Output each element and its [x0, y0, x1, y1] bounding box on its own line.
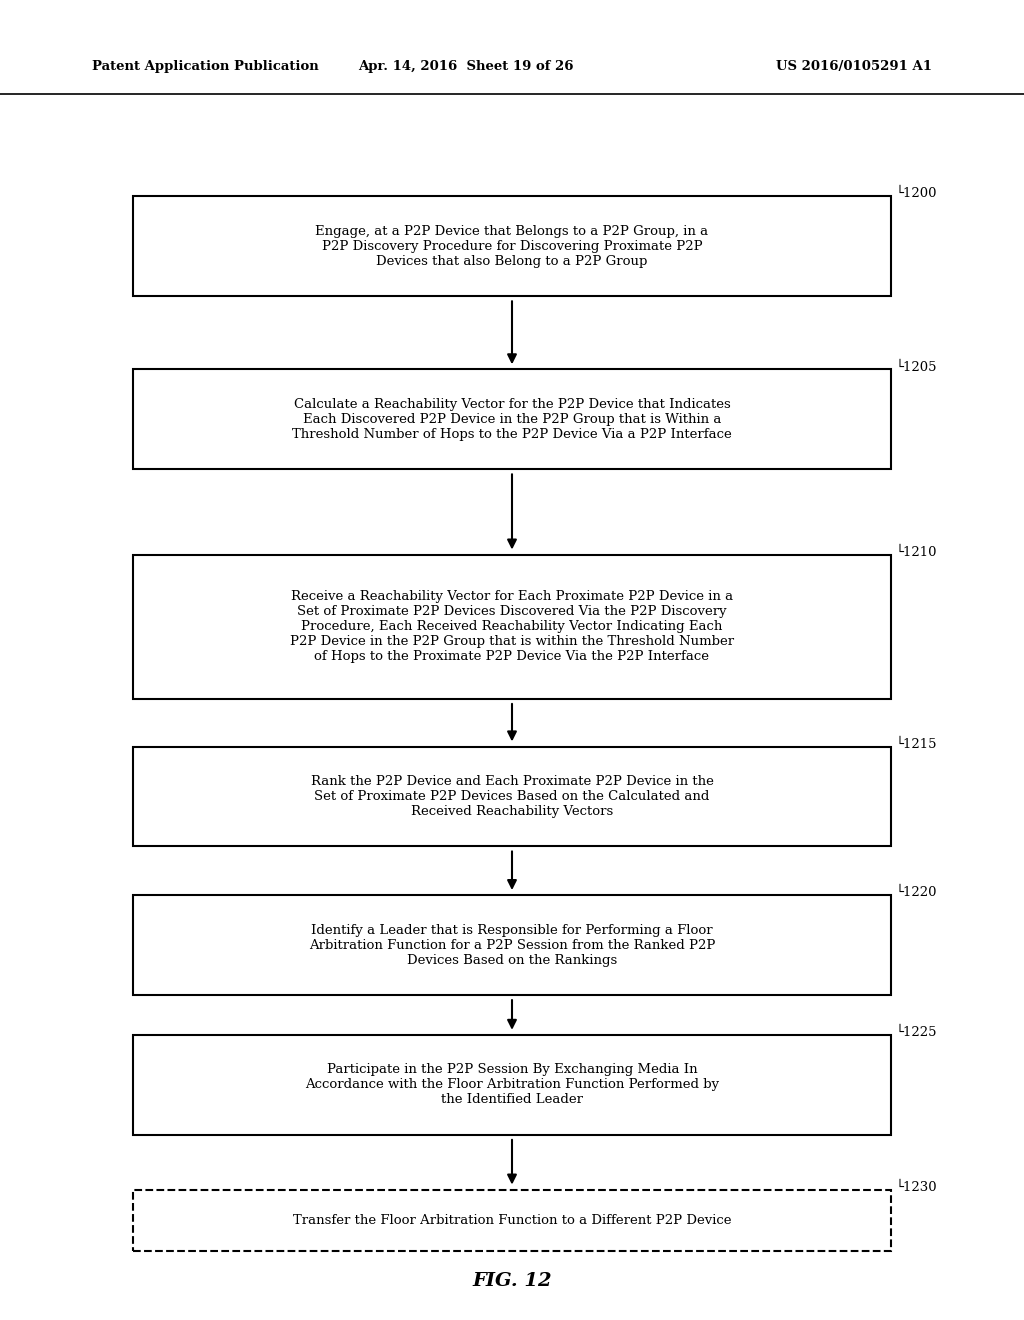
Text: Patent Application Publication: Patent Application Publication: [92, 59, 318, 73]
Text: └1205: └1205: [896, 360, 938, 374]
Text: Receive a Reachability Vector for Each Proximate P2P Device in a
Set of Proximat: Receive a Reachability Vector for Each P…: [290, 590, 734, 663]
Bar: [133, 747, 891, 846]
Text: └1220: └1220: [896, 886, 938, 899]
Text: └1225: └1225: [896, 1026, 938, 1039]
Bar: [133, 1189, 891, 1250]
Text: FIG. 12: FIG. 12: [472, 1272, 552, 1290]
Bar: [133, 197, 891, 296]
Text: US 2016/0105291 A1: US 2016/0105291 A1: [776, 59, 932, 73]
Bar: [133, 370, 891, 469]
Bar: [133, 1035, 891, 1135]
Text: Identify a Leader that is Responsible for Performing a Floor
Arbitration Functio: Identify a Leader that is Responsible fo…: [309, 924, 715, 966]
Text: Transfer the Floor Arbitration Function to a Different P2P Device: Transfer the Floor Arbitration Function …: [293, 1213, 731, 1226]
Text: Calculate a Reachability Vector for the P2P Device that Indicates
Each Discovere: Calculate a Reachability Vector for the …: [292, 397, 732, 441]
Text: └1230: └1230: [896, 1181, 938, 1193]
Text: Apr. 14, 2016  Sheet 19 of 26: Apr. 14, 2016 Sheet 19 of 26: [358, 59, 573, 73]
Bar: [133, 895, 891, 995]
Text: └1210: └1210: [896, 545, 938, 558]
Text: └1200: └1200: [896, 187, 938, 201]
Bar: [133, 554, 891, 698]
Text: Rank the P2P Device and Each Proximate P2P Device in the
Set of Proximate P2P De: Rank the P2P Device and Each Proximate P…: [310, 775, 714, 818]
Text: └1215: └1215: [896, 738, 938, 751]
Text: Engage, at a P2P Device that Belongs to a P2P Group, in a
P2P Discovery Procedur: Engage, at a P2P Device that Belongs to …: [315, 224, 709, 268]
Text: Participate in the P2P Session By Exchanging Media In
Accordance with the Floor : Participate in the P2P Session By Exchan…: [305, 1064, 719, 1106]
